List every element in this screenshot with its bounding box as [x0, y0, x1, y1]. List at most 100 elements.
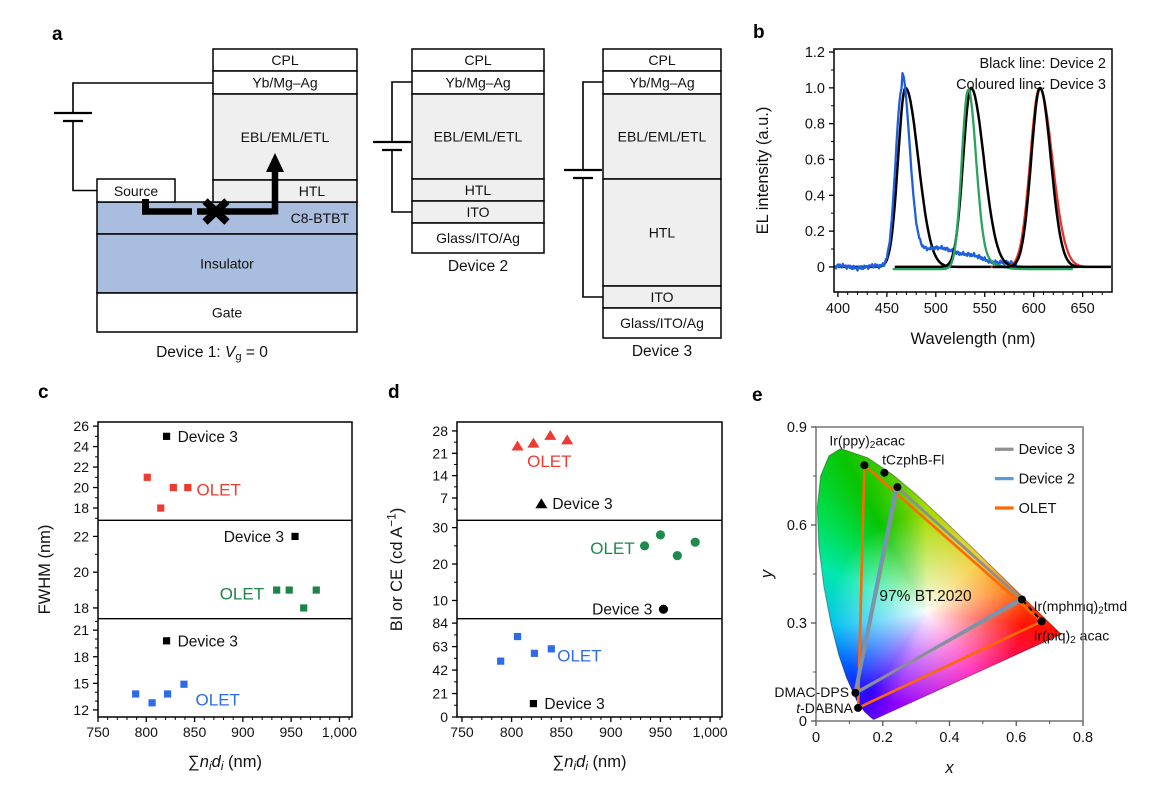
device3-layer-label: Glass/ITO/Ag [620, 315, 704, 331]
y-tick-label: 20 [432, 556, 448, 572]
legend-label: Device 2 [1019, 472, 1075, 488]
panel-c-fwhm-scatter-chart: 18 20 22 24 26 Device 3 OLET 18 20 22 Device 3 OLET… [30, 380, 380, 785]
y-tick-label: 20 [73, 564, 89, 580]
battery-wire [72, 82, 213, 113]
olet-data-point [184, 483, 192, 492]
device2-layer-label: Glass/ITO/Ag [436, 230, 520, 246]
spectral-locus-outline [816, 448, 1063, 720]
battery-wire [72, 121, 97, 192]
emitter-label: tCzphB-Fl [882, 452, 944, 468]
device1-base-layer-label: Gate [212, 305, 243, 321]
legend-label: OLET [1019, 501, 1057, 517]
legend-label: Device 3 [1019, 442, 1075, 458]
device1-pillar-layer-label: EBL/EML/ETL [241, 129, 330, 145]
device1-pillar-layer-label: Yb/Mg–Ag [252, 75, 317, 91]
panel-a-device-diagrams: C8-BTBT Insulator Gate CPL Yb/Mg–Ag EBL/EML/E… [54, 48, 722, 363]
x-tick-label: 0.4 [939, 730, 959, 746]
x-tick-label: 750 [450, 724, 474, 740]
emitter-point [1037, 617, 1046, 626]
x-axis-label: ∑nidi (nm) [553, 753, 627, 773]
y-tick-label: 0 [799, 714, 807, 730]
y-tick-label: 0.2 [805, 224, 825, 240]
x-axis-label: x [944, 759, 954, 777]
device3-layer-ebl-eml-etl [602, 93, 722, 180]
device3-layer-label: ITO [650, 289, 673, 305]
emitter-point [854, 703, 863, 712]
gamut-triangle-device-3 [854, 486, 1024, 694]
y-axis-label: y [758, 568, 776, 579]
olet-series-label: OLET [527, 452, 571, 471]
x-tick-label: 900 [231, 724, 255, 740]
panel-e-cie-diagram: Ir(ppy)2acac tCzphB-Fl Ir(mphmq)2tmd Ir(piq… [740, 380, 1162, 785]
device3-layer-htl [602, 178, 722, 287]
y-tick-label: 0 [817, 260, 825, 276]
spectrum-curve-device3-green [892, 88, 1074, 271]
y-tick-label: 18 [73, 649, 89, 665]
olet-data-point [132, 690, 140, 698]
y-tick-label: 21 [73, 622, 89, 638]
plot-frame [97, 421, 353, 718]
y-tick-label: 0.9 [787, 420, 807, 436]
y-tick-label: 24 [73, 439, 89, 455]
device3-data-point [529, 699, 538, 708]
legend-line-1: Black line: Device 2 [979, 56, 1106, 72]
x-tick-label: 900 [599, 724, 623, 740]
device1-caption: Device 1: Vg = 0 [156, 344, 268, 363]
y-tick-label: 1.2 [805, 45, 825, 61]
olet-series-label: OLET [220, 585, 264, 604]
y-tick-label: 21 [432, 445, 448, 461]
legend-line-2: Coloured line: Device 3 [956, 77, 1106, 93]
device3-label: Device 3 [224, 529, 284, 546]
emitter-label: t-DABNA [796, 700, 853, 716]
device1-pillar-layer-label: CPL [271, 52, 298, 68]
y-tick-label: 0.4 [805, 188, 825, 204]
y-tick-label: 63 [432, 639, 448, 655]
x-tick-label: 400 [826, 301, 850, 317]
device2-layer-ebl-eml-etl [411, 93, 545, 180]
y-tick-label: 12 [73, 702, 89, 718]
y-tick-label: 0.6 [805, 152, 825, 168]
device3-data-point [535, 498, 548, 509]
battery-wire [391, 150, 412, 213]
olet-data-point [690, 537, 700, 547]
y-tick-label: 26 [73, 418, 89, 434]
x-tick-label: 450 [875, 301, 899, 317]
x-axis-label: Wavelength (nm) [910, 330, 1035, 348]
y-tick-label: 22 [73, 459, 89, 475]
olet-data-point [655, 530, 666, 540]
device2-layer-label: HTL [465, 182, 492, 198]
panel-e-letter: e [752, 385, 763, 406]
y-tick-label: 21 [432, 686, 448, 702]
emitter-label: Ir(piq)2 acac [1034, 627, 1110, 646]
device2-layer-label: Yb/Mg–Ag [445, 75, 510, 91]
device3-layer-label: EBL/EML/ETL [618, 129, 707, 145]
device3-data-point [162, 432, 171, 440]
panel-b-letter: b [753, 22, 765, 43]
x-tick-label: 850 [550, 724, 574, 740]
olet-series-label: OLET [557, 647, 601, 666]
dashed-connector [1021, 599, 1043, 623]
y-tick-label: 28 [432, 423, 448, 439]
plot-frame [456, 421, 723, 718]
x-tick-label: 800 [500, 724, 524, 740]
olet-data-point [511, 440, 524, 451]
device3-caption: Device 3 [632, 343, 692, 360]
el-spectra-svg: 400 450 500 550 600 650 0 0.2 0.4 0.6 0.8 1.0 1.2 Bla… [754, 45, 1113, 348]
device1-source-label: Source [114, 183, 159, 199]
olet-data-point [561, 434, 574, 445]
device2-layer-label: ITO [466, 204, 489, 220]
y-tick-label: 22 [73, 528, 89, 544]
device2-caption: Device 2 [448, 258, 508, 275]
olet-data-point [285, 586, 293, 594]
device3-data-point [291, 532, 299, 541]
c-scatter-svg: 18 20 22 24 26 Device 3 OLET 18 20 22 Device 3 OLET… [36, 418, 357, 773]
y-tick-label: 15 [73, 675, 89, 691]
y-tick-label: 1.0 [805, 81, 825, 97]
y-tick-label: 84 [432, 615, 448, 631]
y-axis-label: EL intensity (a.u.) [754, 107, 772, 235]
emitter-point [860, 461, 869, 470]
olet-data-point [544, 429, 557, 440]
panel-d-letter: d [388, 382, 400, 403]
